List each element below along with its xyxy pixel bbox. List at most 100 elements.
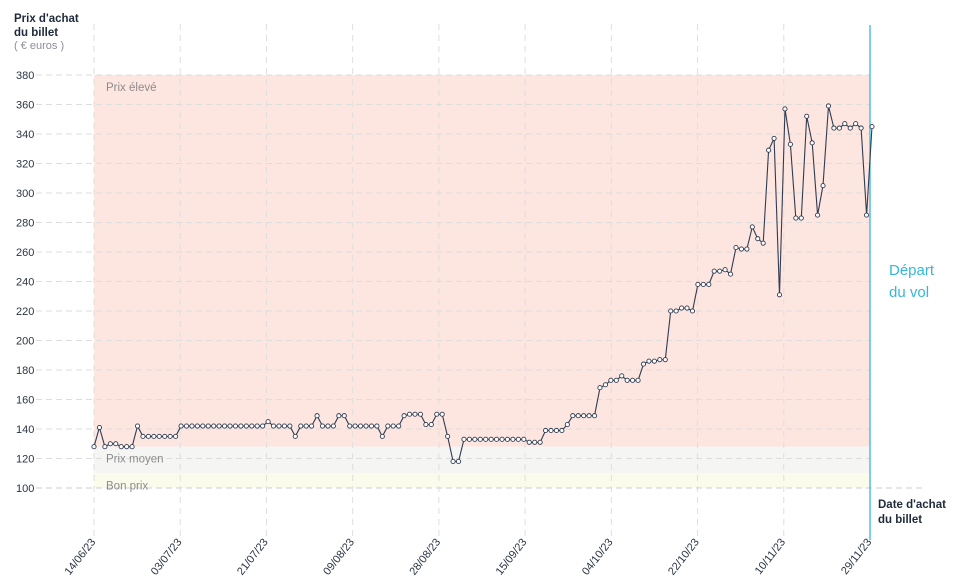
price-point-27 [238, 423, 244, 429]
price-point-40 [309, 423, 315, 429]
price-point-129 [793, 215, 799, 221]
price-point-72 [483, 436, 489, 442]
price-point-32 [265, 419, 271, 425]
price-point-113 [706, 281, 712, 288]
price-point-92 [591, 413, 598, 419]
y-axis-unit: ( € euros ) [14, 40, 65, 52]
price-point-45 [336, 413, 342, 419]
price-point-128 [787, 141, 793, 147]
price-point-133 [815, 212, 821, 218]
price-point-97 [619, 373, 625, 379]
price-point-21 [205, 423, 211, 429]
price-zone-1 [94, 446, 870, 474]
price-point-54 [385, 423, 391, 429]
price-point-53 [379, 433, 385, 439]
price-point-111 [695, 281, 701, 288]
x-tick-label-3: 09/08/23 [321, 536, 357, 577]
price-point-38 [298, 423, 304, 429]
price-point-107 [673, 308, 679, 314]
price-point-5 [118, 444, 124, 450]
zone-label-0: Prix élevé [106, 82, 157, 94]
x-axis-title-line2: du billet [878, 514, 923, 526]
price-point-44 [330, 423, 336, 429]
price-point-13 [162, 433, 168, 439]
price-point-103 [651, 358, 657, 364]
price-point-48 [352, 423, 358, 429]
price-point-123 [760, 240, 766, 246]
price-point-59 [412, 411, 418, 417]
price-point-81 [532, 439, 538, 445]
price-point-3 [107, 441, 113, 447]
y-tick-label-14: 380 [16, 70, 34, 82]
price-point-116 [722, 267, 728, 273]
price-point-41 [314, 413, 320, 419]
price-point-96 [613, 377, 619, 383]
price-point-66 [450, 458, 456, 465]
price-point-49 [358, 423, 364, 429]
price-point-25 [227, 423, 233, 429]
price-point-95 [608, 377, 614, 383]
price-point-105 [662, 357, 668, 363]
price-point-122 [755, 236, 761, 242]
price-point-93 [597, 385, 603, 391]
price-point-15 [173, 433, 179, 439]
y-tick-label-1: 120 [16, 454, 34, 466]
price-point-68 [461, 436, 467, 442]
zone-label-2: Bon prix [106, 480, 148, 492]
price-point-4 [113, 441, 119, 447]
y-tick-label-4: 180 [16, 365, 34, 377]
price-point-130 [798, 215, 804, 221]
y-tick-label-6: 220 [16, 306, 34, 318]
price-point-134 [820, 183, 826, 189]
price-point-37 [292, 433, 298, 439]
price-point-114 [711, 268, 717, 274]
price-point-115 [717, 268, 723, 274]
departure-label: Départ du vol [889, 260, 958, 304]
price-point-131 [804, 113, 810, 119]
price-point-142 [864, 212, 870, 218]
y-tick-label-5: 200 [16, 336, 34, 348]
price-point-74 [494, 436, 500, 442]
x-tick-label-0: 14/06/23 [63, 536, 99, 577]
departure-label-line1: Départ [889, 262, 935, 279]
price-point-67 [455, 458, 462, 465]
price-point-47 [347, 423, 353, 429]
price-point-75 [499, 436, 505, 442]
x-tick-label-5: 15/09/23 [494, 536, 530, 577]
price-point-87 [564, 422, 570, 428]
price-point-140 [853, 121, 859, 127]
price-point-33 [270, 423, 277, 429]
price-point-77 [510, 436, 516, 442]
price-point-76 [504, 436, 511, 442]
price-point-90 [581, 413, 587, 419]
price-point-55 [390, 423, 396, 429]
x-axis-title: Date d'achat du billet [878, 498, 958, 528]
price-point-117 [727, 271, 734, 277]
y-tick-label-11: 320 [16, 159, 34, 171]
price-point-10 [145, 433, 151, 439]
price-point-20 [200, 423, 206, 429]
y-tick-label-7: 240 [16, 277, 34, 289]
price-point-69 [466, 436, 472, 442]
x-tick-label-6: 04/10/23 [580, 536, 616, 577]
price-point-46 [341, 413, 347, 419]
x-tick-label-4: 28/08/23 [407, 536, 443, 577]
price-point-65 [445, 433, 451, 439]
x-tick-label-9: 29/11/23 [839, 536, 874, 576]
price-point-24 [222, 423, 228, 429]
price-point-12 [156, 433, 162, 439]
price-point-112 [700, 281, 706, 288]
price-point-30 [254, 423, 260, 429]
price-point-52 [374, 423, 380, 429]
x-tick-label-8: 10/11/23 [753, 536, 788, 576]
y-tick-label-13: 360 [16, 100, 34, 112]
price-point-36 [287, 423, 293, 429]
price-point-19 [194, 423, 200, 429]
price-point-100 [635, 377, 641, 383]
price-point-104 [657, 357, 663, 363]
price-point-62 [428, 422, 434, 428]
price-point-118 [733, 245, 739, 251]
price-point-58 [407, 411, 413, 417]
price-point-26 [232, 423, 239, 429]
price-point-127 [782, 106, 788, 112]
